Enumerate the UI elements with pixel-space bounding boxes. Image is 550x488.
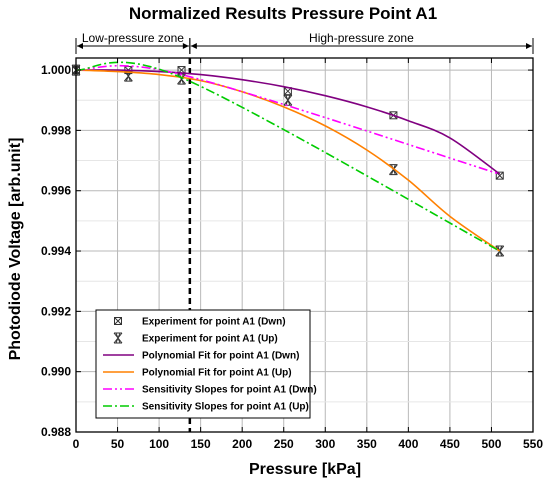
zone-arrowhead (77, 43, 83, 49)
y-axis-label: Photodiode Voltage [arb.unit] (7, 138, 24, 361)
y-tick-label: 1.000 (41, 63, 71, 77)
series-2 (75, 69, 501, 175)
series-line (75, 69, 501, 252)
chart-title: Normalized Results Pressure Point A1 (129, 4, 437, 23)
legend-item: Polynomial Fit for point A1 (Up) (103, 368, 292, 379)
x-tick-label: 400 (398, 437, 418, 451)
series-3 (75, 69, 501, 252)
zone-arrowhead (190, 43, 197, 49)
series-5 (75, 61, 501, 252)
zone-label: High-pressure zone (309, 31, 414, 45)
legend-item: Sensitivity Slopes for point A1 (Up) (103, 402, 309, 413)
y-tick-label: 0.992 (41, 304, 71, 318)
series-line (75, 61, 501, 252)
legend-item: Experiment for point A1 (Dwn) (114, 317, 286, 328)
x-tick-label: 0 (73, 437, 80, 451)
data-point (123, 70, 133, 82)
legend: Experiment for point A1 (Dwn) Experiment … (95, 309, 317, 419)
data-point (283, 94, 293, 106)
x-tick-label: 500 (481, 437, 501, 451)
series-line (75, 64, 501, 175)
series-layer (71, 61, 505, 257)
zone-arrowhead (182, 43, 189, 49)
legend-label: Sensitivity Slopes for point A1 (Up) (142, 402, 309, 413)
legend-item: Sensitivity Slopes for point A1 (Dwn) (103, 385, 317, 396)
series-0 (72, 66, 504, 180)
x-tick-label: 350 (357, 437, 377, 451)
legend-box (95, 309, 311, 419)
x-tick-label: 50 (111, 437, 125, 451)
legend-swatch (114, 317, 122, 325)
data-point (495, 245, 505, 257)
x-tick-label: 550 (523, 437, 543, 451)
legend-item: Polynomial Fit for point A1 (Dwn) (103, 351, 299, 362)
y-tick-label: 0.996 (41, 184, 71, 198)
axis-ticks: 0 50 100 150 200 250 300 350 400 450 500 550 0.988 0.… (41, 58, 543, 451)
series-4 (75, 64, 501, 175)
legend-swatch (113, 332, 123, 344)
data-point (177, 73, 186, 85)
x-tick-label: 200 (232, 437, 252, 451)
legend-label: Experiment for point A1 (Dwn) (142, 317, 286, 328)
x-tick-label: 300 (315, 437, 335, 451)
y-tick-label: 0.998 (41, 123, 71, 137)
y-tick-label: 0.994 (41, 244, 71, 258)
legend-label: Sensitivity Slopes for point A1 (Dwn) (142, 385, 317, 396)
zone-label: Low-pressure zone (82, 31, 184, 45)
x-tick-label: 250 (274, 437, 294, 451)
zone-arrowhead (526, 43, 532, 49)
y-tick-label: 0.988 (41, 425, 71, 439)
legend-label: Experiment for point A1 (Up) (142, 334, 278, 345)
legend-label: Polynomial Fit for point A1 (Up) (142, 368, 292, 379)
legend-label: Polynomial Fit for point A1 (Dwn) (142, 351, 299, 362)
y-tick-label: 0.990 (41, 365, 71, 379)
x-tick-label: 150 (191, 437, 211, 451)
x-tick-label: 450 (440, 437, 460, 451)
legend-item: Experiment for point A1 (Up) (113, 332, 278, 345)
series-line (75, 69, 501, 175)
x-tick-label: 100 (149, 437, 169, 451)
plot-frame (75, 57, 534, 433)
x-axis-label: Pressure [kPa] (249, 461, 361, 478)
